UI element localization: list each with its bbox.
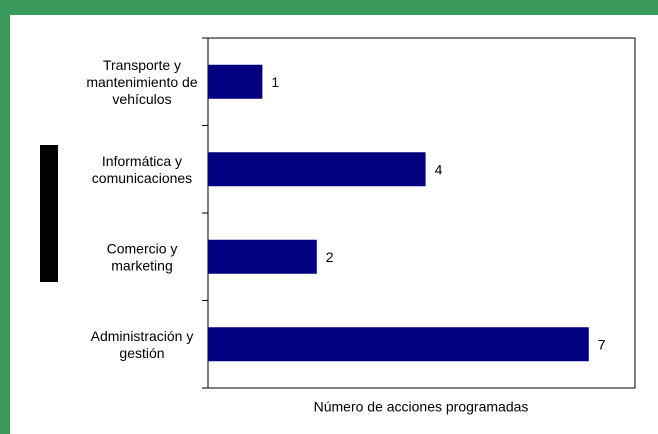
y-tick-label: Transporte y mantenimiento de vehículos [86, 57, 198, 107]
frame-top [0, 0, 658, 15]
y-tick-label: Comercio y marketing [107, 240, 178, 273]
bar [208, 64, 263, 99]
frame-left [0, 0, 10, 434]
value-label: 1 [271, 74, 279, 90]
x-axis-label: Número de acciones programadas [314, 399, 529, 415]
bar [208, 239, 317, 274]
value-label: 2 [326, 249, 334, 265]
value-label: 7 [598, 336, 606, 352]
y-tick-label: Administración y gestión [91, 328, 194, 361]
value-label: 4 [435, 161, 443, 177]
bar [208, 327, 589, 362]
bar [208, 152, 426, 187]
y-tick-label: Informática y comunicaciones [92, 153, 192, 186]
side-bar [40, 145, 58, 282]
